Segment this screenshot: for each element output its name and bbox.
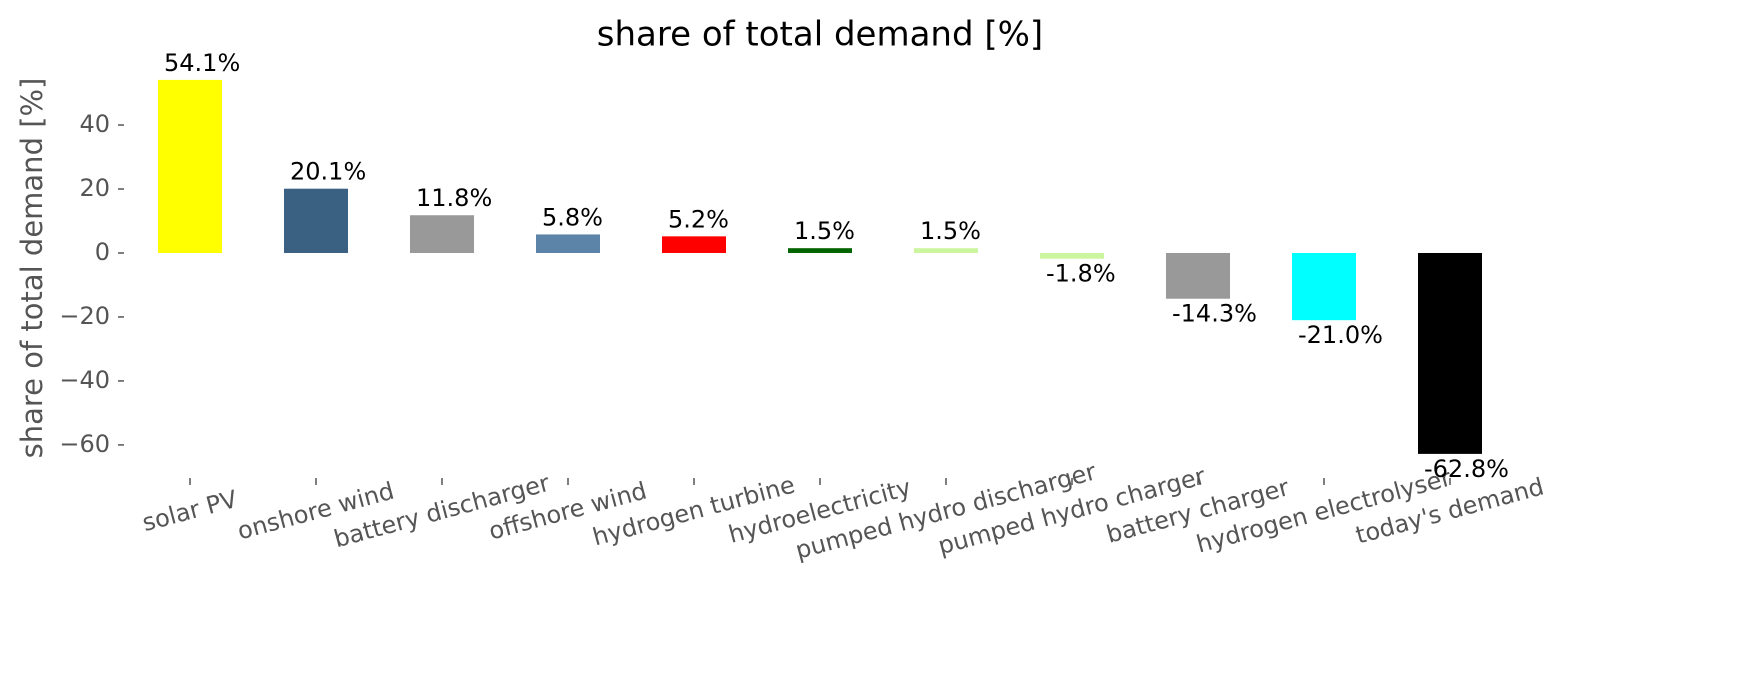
bar bbox=[788, 248, 852, 253]
value-label: 11.8% bbox=[416, 184, 492, 212]
value-label: -14.3% bbox=[1172, 300, 1257, 328]
bar bbox=[1418, 252, 1482, 454]
value-label: 5.2% bbox=[668, 205, 729, 233]
bar bbox=[158, 79, 222, 253]
y-tick-label: −60 bbox=[59, 430, 110, 458]
y-tick-label: −40 bbox=[59, 366, 110, 394]
bar bbox=[1166, 252, 1230, 299]
chart-title: share of total demand [%] bbox=[597, 15, 1043, 55]
value-label: 1.5% bbox=[920, 217, 981, 245]
value-label: 5.8% bbox=[542, 203, 603, 231]
y-tick-label: −20 bbox=[59, 302, 110, 330]
x-tick-label: solar PV bbox=[139, 485, 240, 537]
y-tick-label: 20 bbox=[79, 174, 110, 202]
bar bbox=[410, 215, 474, 253]
y-tick-label: 40 bbox=[79, 110, 110, 138]
y-tick-label: 0 bbox=[95, 238, 110, 266]
bar bbox=[662, 236, 726, 253]
value-label: -1.8% bbox=[1046, 260, 1116, 288]
bar bbox=[1292, 252, 1356, 321]
value-label: -21.0% bbox=[1298, 321, 1383, 349]
value-label: 20.1% bbox=[290, 158, 366, 186]
bar bbox=[536, 234, 600, 253]
y-axis-label: share of total demand [%] bbox=[15, 78, 49, 459]
value-label: 1.5% bbox=[794, 217, 855, 245]
value-label: 54.1% bbox=[164, 49, 240, 77]
bar bbox=[1040, 252, 1104, 259]
bar bbox=[284, 188, 348, 253]
value-label: -62.8% bbox=[1424, 455, 1509, 483]
bar bbox=[914, 248, 978, 253]
